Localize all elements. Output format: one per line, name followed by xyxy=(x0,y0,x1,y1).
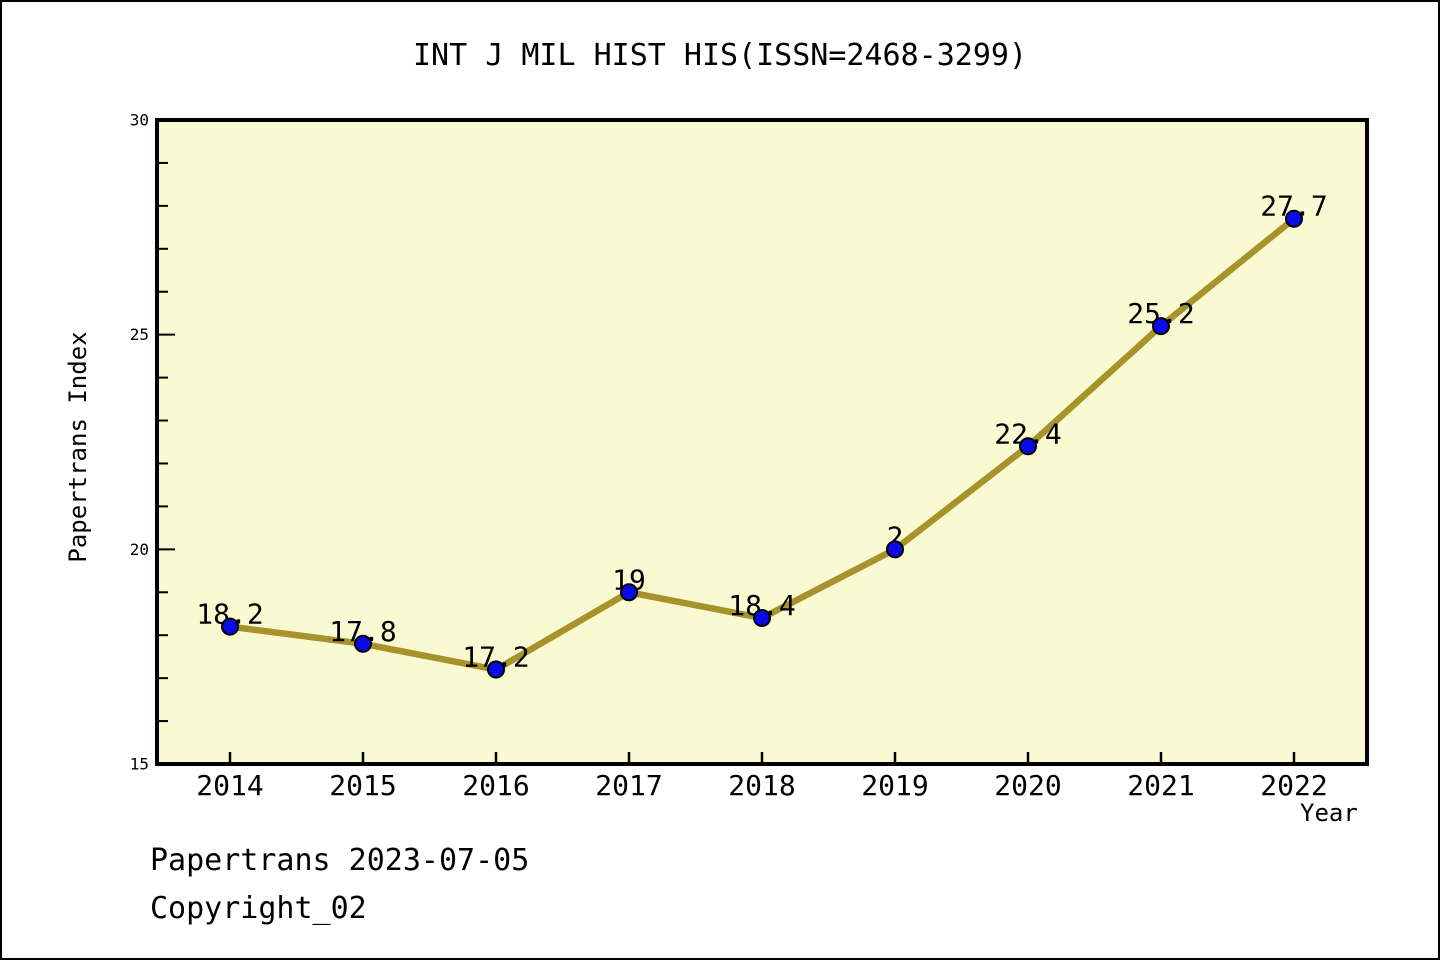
chart-title: INT J MIL HIST HIS(ISSN=2468-3299) xyxy=(412,38,1028,73)
x-tick-label: 2022 xyxy=(1260,769,1327,802)
data-point-marker xyxy=(620,583,638,602)
x-tick-label: 2021 xyxy=(1127,769,1194,802)
x-tick-label: 2016 xyxy=(462,769,529,802)
x-tick-label: 2020 xyxy=(994,769,1061,802)
x-tick-label: 2018 xyxy=(728,769,795,802)
data-point-marker xyxy=(221,617,239,636)
footer-copyright: Copyright_02 xyxy=(150,891,367,926)
data-point-marker xyxy=(1019,437,1037,456)
x-axis-title: Year xyxy=(1300,799,1358,827)
y-tick-label: 15 xyxy=(130,755,149,774)
data-point-marker xyxy=(487,660,505,679)
data-point-marker xyxy=(354,634,372,653)
y-tick-label: 25 xyxy=(130,325,149,344)
y-tick-label: 30 xyxy=(130,111,149,130)
data-point-marker xyxy=(886,540,904,559)
y-tick-label: 20 xyxy=(130,540,149,559)
x-tick-label: 2017 xyxy=(595,769,662,802)
x-tick-label: 2014 xyxy=(196,769,263,802)
data-point-marker xyxy=(1285,209,1303,228)
data-point-marker xyxy=(1152,317,1170,336)
x-tick-label: 2019 xyxy=(861,769,928,802)
plot-area xyxy=(157,120,1367,764)
x-tick-label: 2015 xyxy=(329,769,396,802)
data-point-marker xyxy=(753,609,771,628)
footer-credit: Papertrans 2023-07-05 xyxy=(150,843,530,878)
